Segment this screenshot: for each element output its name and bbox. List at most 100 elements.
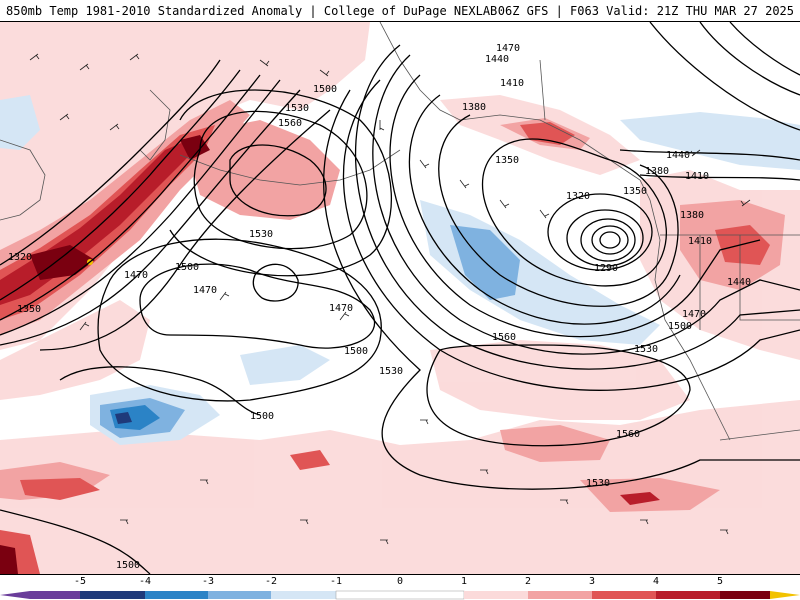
contour-1530-main <box>323 89 800 490</box>
contour-label: 1530 <box>249 229 273 240</box>
contour-low-5 <box>547 193 653 271</box>
contour-label: 1320 <box>566 191 590 202</box>
contour-ne-1 <box>699 22 800 96</box>
border-alaska-canada <box>539 59 546 121</box>
anomaly-pos1-center <box>430 340 690 420</box>
barb <box>339 311 350 321</box>
anomaly-pos3-south1 <box>20 478 100 500</box>
border-mexico <box>719 429 800 441</box>
contour-ne-3 <box>649 22 800 131</box>
contour-west-1320 <box>0 59 221 266</box>
contour-1560-ridge-nw <box>229 144 327 217</box>
colorbar-seg-pos3 <box>592 591 656 599</box>
anomaly-pos5-core2 <box>180 135 210 160</box>
contour-1470 <box>355 44 800 370</box>
barb <box>480 469 489 475</box>
map-canvas: 1470 1440 1410 1500 1530 1560 1380 1350 … <box>0 22 800 574</box>
contour-label: 1500 <box>344 346 368 357</box>
colorbar-seg-pos5 <box>720 591 770 599</box>
height-contours <box>0 22 800 574</box>
contour-ne-5 <box>639 174 800 181</box>
contour-1560-ridge <box>426 344 691 447</box>
contour-label: 1470 <box>682 309 706 320</box>
coastline-alaska <box>379 22 651 201</box>
contour-label: 1500 <box>116 560 140 571</box>
model-run-valid-time: 06Z GFS | F063 Valid: 21Z THU MAR 27 202… <box>497 4 794 18</box>
colorbar-left-arrow <box>0 591 30 599</box>
contour-1530-ridge <box>193 110 368 250</box>
barb <box>79 321 90 331</box>
contour-1500-sw <box>59 366 261 416</box>
contour-ne-4 <box>619 149 800 161</box>
colorbar-seg-pos1 <box>464 591 528 599</box>
barb <box>499 199 510 209</box>
contour-label: 1530 <box>586 478 610 489</box>
contour-label: 1350 <box>623 186 647 197</box>
contour-1500-cw <box>97 238 382 402</box>
anomaly-neg4-sw <box>115 412 132 424</box>
product-title: 850mb Temp 1981-2010 Standardized Anomal… <box>6 4 498 18</box>
barb <box>379 120 385 131</box>
colorbar-tick: -1 <box>329 576 343 587</box>
contour-1380 <box>408 94 681 325</box>
barb <box>740 199 751 207</box>
colorbar-seg-neg2 <box>208 591 271 599</box>
contour-west-1410 <box>0 79 281 336</box>
barb <box>129 53 140 61</box>
colorbar-seg-neg5 <box>30 591 80 599</box>
contour-labels: 1470 1440 1410 1500 1530 1560 1380 1350 … <box>8 43 751 571</box>
coastlines <box>0 22 800 441</box>
contour-label: 1320 <box>8 252 32 263</box>
colorbar-seg-neg3 <box>145 591 208 599</box>
barb <box>59 113 70 121</box>
contour-label: 1500 <box>175 262 199 273</box>
colorbar-tick: -4 <box>138 576 152 587</box>
anomaly-pos2-south2 <box>500 425 610 462</box>
contour-label: 1530 <box>634 344 658 355</box>
colorbar-scale <box>0 590 800 600</box>
contour-1440 <box>372 54 800 355</box>
colorbar-tick: 3 <box>588 576 596 587</box>
contour-label: 1380 <box>462 102 486 113</box>
colorbar-tick: -3 <box>201 576 215 587</box>
barb <box>109 123 120 131</box>
contour-label: 1500 <box>668 321 692 332</box>
anomaly-neg1-nw <box>0 95 40 150</box>
contour-label: 1290 <box>594 263 618 274</box>
colorbar-seg-neg4 <box>80 591 145 599</box>
contour-1410 <box>389 74 761 338</box>
contour-label: 1470 <box>193 285 217 296</box>
contour-label: 1530 <box>379 366 403 377</box>
barb <box>690 149 701 157</box>
barb <box>300 519 309 525</box>
contour-label: 1470 <box>329 303 353 314</box>
anomaly-pos1-west <box>0 300 150 400</box>
barb <box>539 209 550 219</box>
barb <box>420 419 429 425</box>
barb <box>720 529 729 535</box>
contour-1470-cw <box>139 263 376 349</box>
contour-label: 1470 <box>124 270 148 281</box>
contour-1350 <box>438 114 679 307</box>
colorbar-seg-neg1 <box>271 591 336 599</box>
header-bar: 850mb Temp 1981-2010 Standardized Anomal… <box>0 0 800 22</box>
wind-barbs <box>29 53 751 545</box>
border-states-2 <box>739 235 800 321</box>
anomaly-neg1-mid <box>240 345 330 385</box>
contour-label: 1410 <box>500 78 524 89</box>
barb <box>560 499 569 505</box>
coastline-aleutians <box>179 149 401 186</box>
colorbar-right-arrow <box>770 591 800 599</box>
contour-label: 1440 <box>485 54 509 65</box>
barb <box>380 539 389 545</box>
coastline-asia <box>0 139 46 221</box>
colorbar-tick: 2 <box>524 576 532 587</box>
contour-label: 1560 <box>278 118 302 129</box>
colorbar-tick: 4 <box>652 576 660 587</box>
coastline-kamchatka <box>139 89 171 161</box>
colorbar: -5 -4 -3 -2 -1 0 1 2 3 4 5 <box>0 574 800 600</box>
contour-west-1380 <box>0 74 261 321</box>
coastline-westcoast <box>649 199 731 441</box>
contour-label: 1530 <box>285 103 309 114</box>
